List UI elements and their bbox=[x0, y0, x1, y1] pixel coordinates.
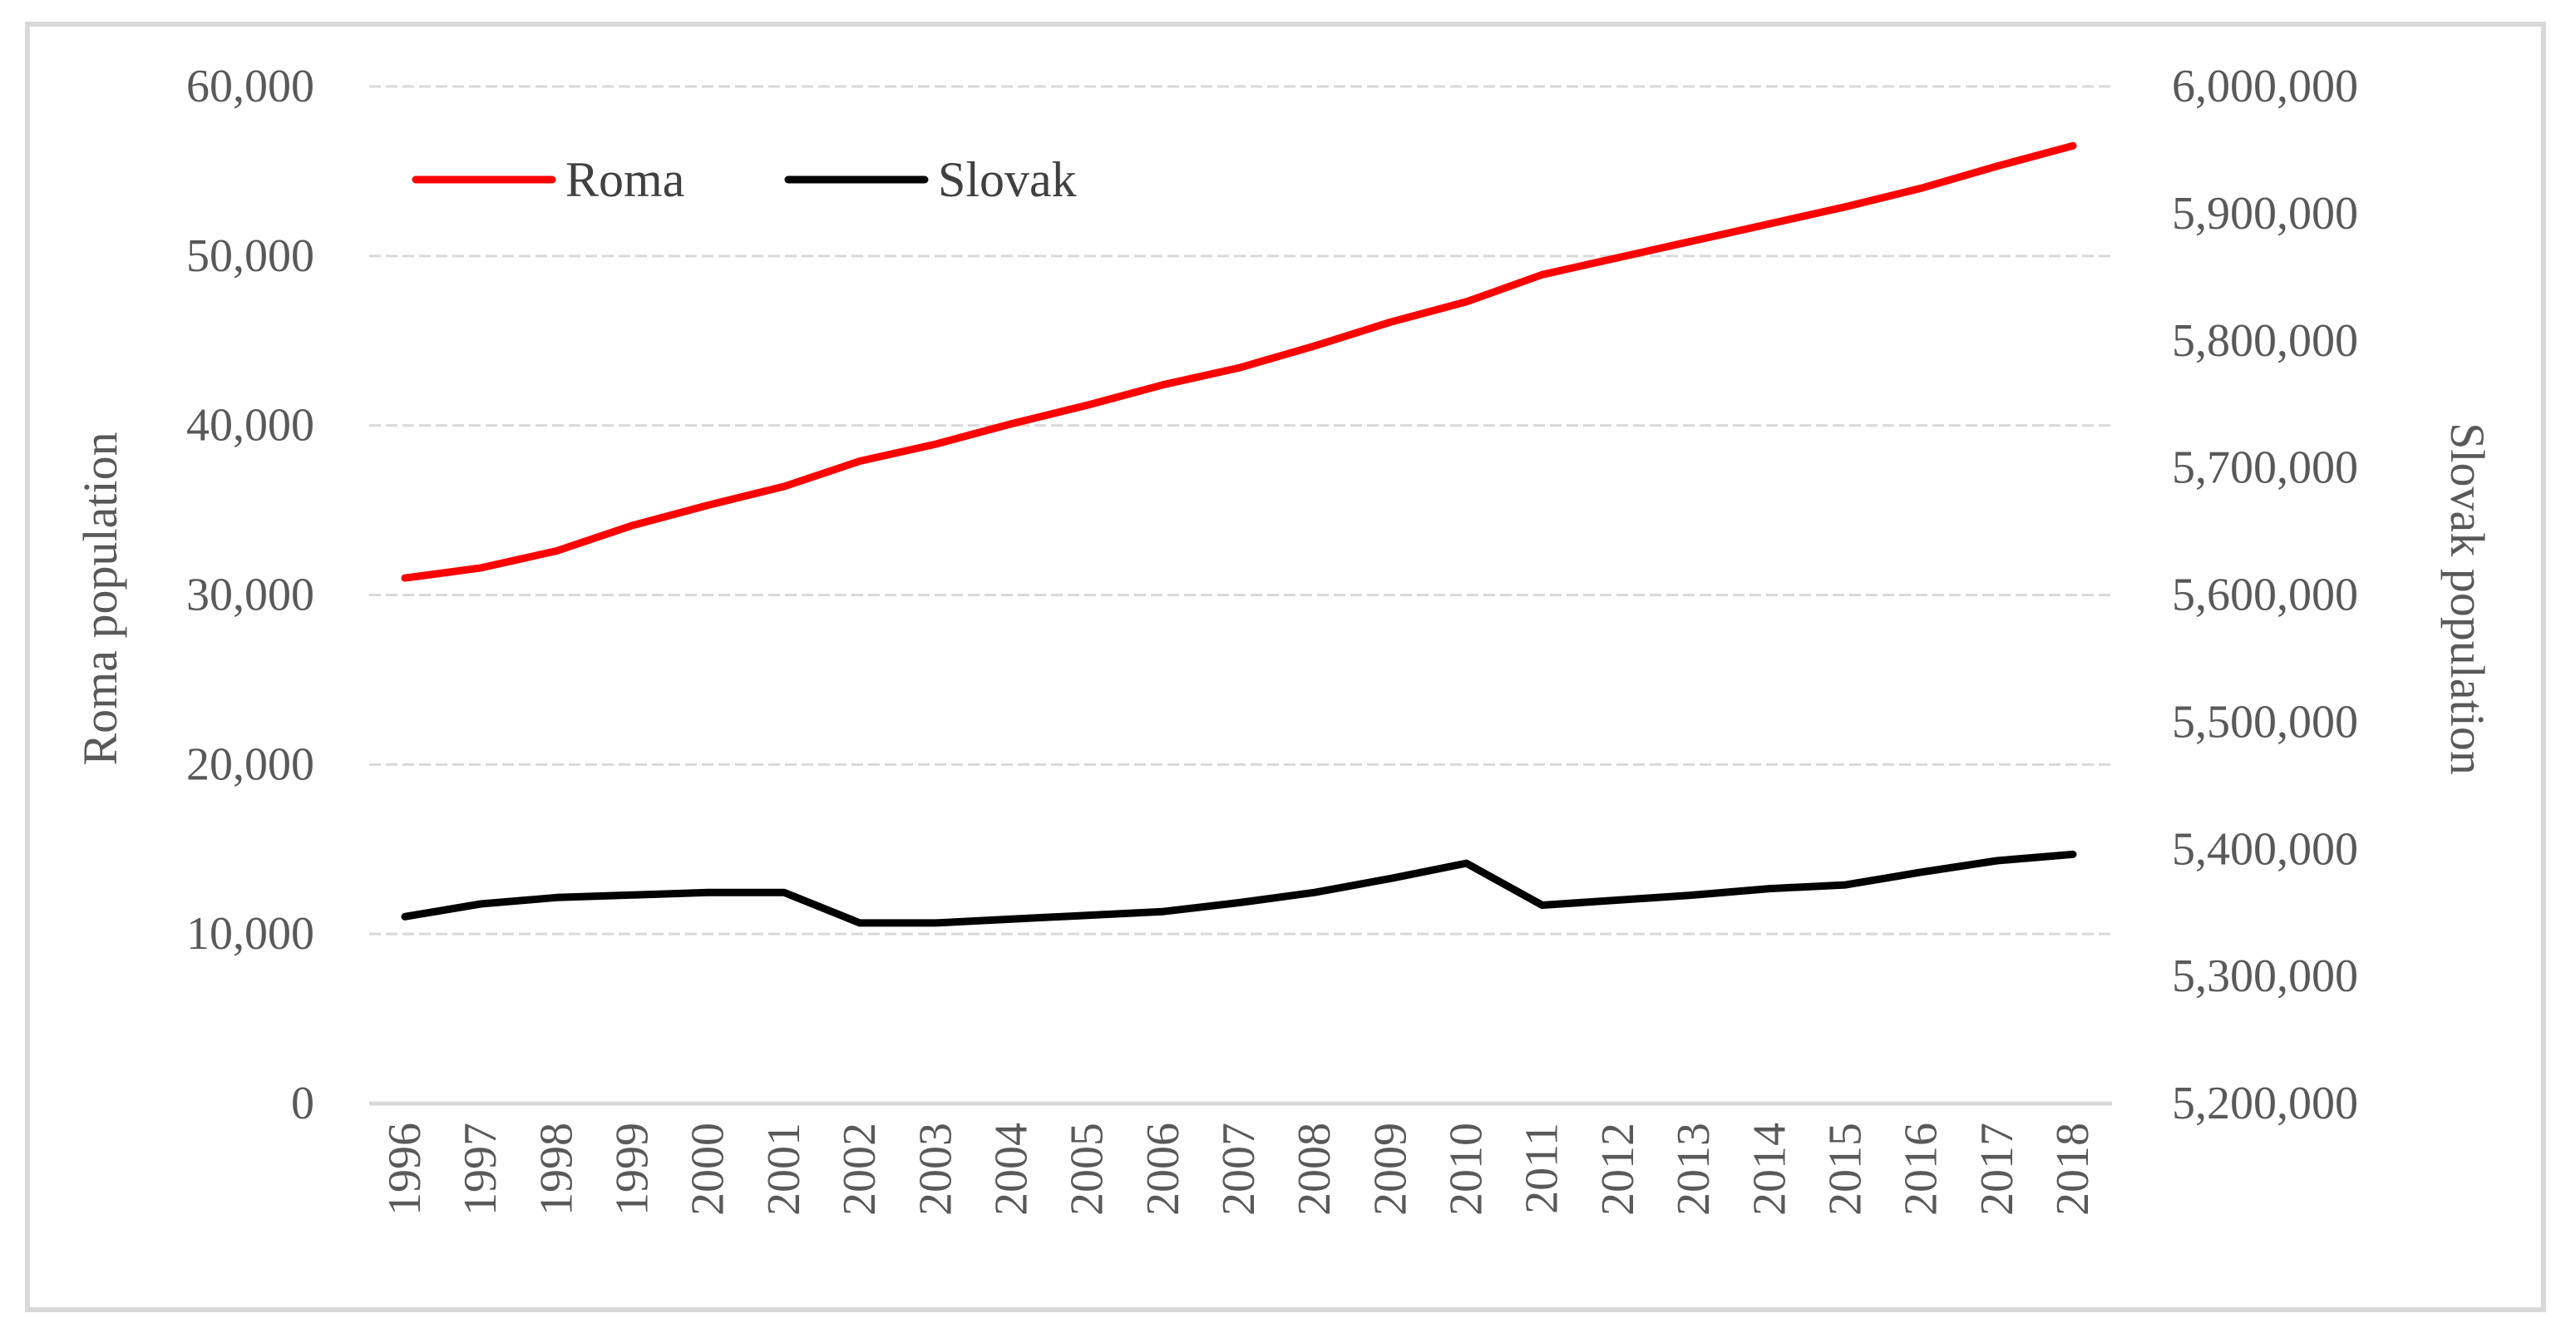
x-tick-label: 2015 bbox=[1819, 1123, 1871, 1216]
legend: Roma Slovak bbox=[412, 152, 1077, 207]
x-tick-label: 2013 bbox=[1668, 1123, 1720, 1216]
left-y-tick-label: 40,000 bbox=[186, 400, 314, 452]
left-y-axis-title: Roma population bbox=[73, 432, 127, 765]
series-lines bbox=[401, 141, 2077, 927]
right-y-axis-ticks: 5,200,000 5,300,000 5,400,000 5,500,000 5,60… bbox=[2172, 61, 2358, 1129]
legend-label-roma: Roma bbox=[565, 152, 684, 207]
x-tick-label: 2001 bbox=[758, 1123, 810, 1216]
right-y-tick-label: 5,800,000 bbox=[2172, 315, 2358, 367]
left-y-tick-label: 50,000 bbox=[186, 230, 314, 282]
x-tick-label: 2004 bbox=[985, 1123, 1037, 1216]
x-tick-label: 2005 bbox=[1062, 1123, 1113, 1216]
right-y-tick-label: 5,400,000 bbox=[2172, 823, 2358, 875]
gridlines bbox=[369, 85, 2112, 936]
legend-label-slovak: Slovak bbox=[938, 152, 1077, 207]
x-axis-ticks: 1996 1997 1998 1999 2000 2001 2002 2003 2004 2005… bbox=[379, 1123, 2099, 1216]
x-tick-label: 2017 bbox=[1971, 1123, 2023, 1216]
right-y-tick-label: 5,600,000 bbox=[2172, 570, 2358, 621]
x-tick-label: 1997 bbox=[455, 1123, 506, 1216]
right-y-axis-title: Slovak population bbox=[2440, 422, 2495, 775]
x-tick-label: 1999 bbox=[607, 1123, 659, 1216]
x-tick-label: 2006 bbox=[1137, 1123, 1189, 1216]
series-line-roma bbox=[401, 141, 2077, 582]
x-tick-label: 2016 bbox=[1896, 1123, 1947, 1216]
x-tick-label: 2012 bbox=[1592, 1123, 1644, 1216]
chart-frame bbox=[25, 22, 2546, 1312]
left-y-tick-label: 20,000 bbox=[186, 738, 314, 790]
series-line-slovak bbox=[401, 850, 2077, 927]
right-y-tick-label: 5,700,000 bbox=[2172, 442, 2358, 494]
x-tick-label: 1998 bbox=[530, 1123, 582, 1216]
x-tick-label: 2003 bbox=[910, 1123, 961, 1216]
right-y-tick-label: 5,900,000 bbox=[2172, 188, 2358, 239]
right-y-tick-label: 6,000,000 bbox=[2172, 61, 2358, 112]
x-tick-label: 2018 bbox=[2047, 1123, 2099, 1216]
right-y-tick-label: 5,200,000 bbox=[2172, 1078, 2358, 1129]
right-y-tick-label: 5,500,000 bbox=[2172, 696, 2358, 748]
x-tick-label: 2008 bbox=[1289, 1123, 1340, 1216]
x-tick-label: 2014 bbox=[1744, 1123, 1795, 1216]
left-y-tick-label: 30,000 bbox=[186, 570, 314, 621]
x-tick-label: 2010 bbox=[1441, 1123, 1493, 1216]
left-y-tick-label: 60,000 bbox=[186, 61, 314, 112]
x-tick-label: 2002 bbox=[834, 1123, 886, 1216]
right-y-tick-label: 5,300,000 bbox=[2172, 950, 2358, 1002]
x-tick-label: 2000 bbox=[683, 1123, 734, 1216]
x-tick-label: 2009 bbox=[1364, 1123, 1416, 1216]
x-tick-label: 1996 bbox=[379, 1123, 431, 1216]
left-y-axis-ticks: 0 10,000 20,000 30,000 40,000 50,000 60,000 bbox=[186, 61, 314, 1129]
x-tick-label: 2011 bbox=[1517, 1123, 1568, 1214]
left-y-tick-label: 10,000 bbox=[186, 908, 314, 960]
left-y-tick-label: 0 bbox=[291, 1078, 314, 1129]
x-tick-label: 2007 bbox=[1213, 1123, 1265, 1216]
